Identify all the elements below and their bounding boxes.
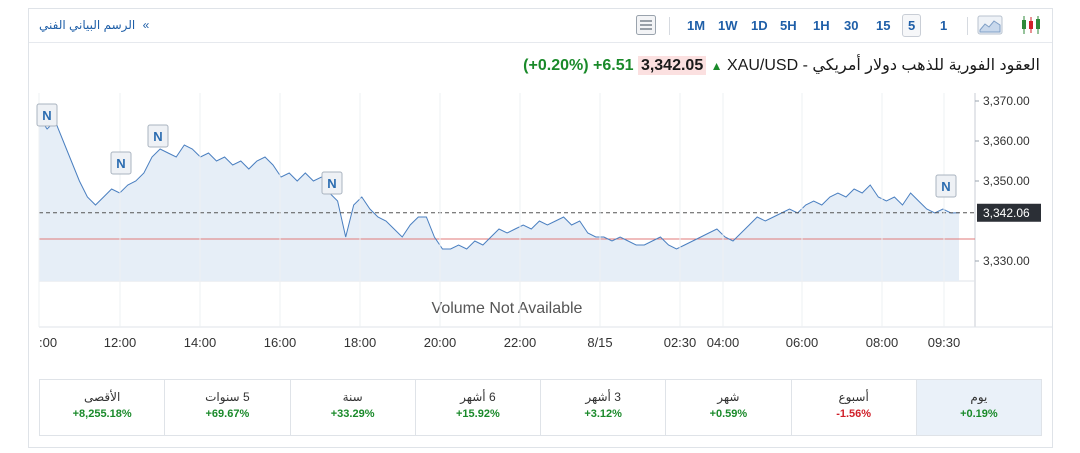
news-marker: [147, 124, 169, 148]
period-change: +0.19%: [960, 408, 998, 420]
chart-toolbar: » الرسم البياني الفني 1M 1W 1D 5H 1H 30 …: [29, 9, 1052, 43]
instrument-title: XAU/USD - العقود الفورية للذهب دولار أمر…: [727, 57, 1040, 74]
news-marker-label: N: [42, 108, 51, 123]
price-chart[interactable]: Investing.comVolume Not Available3,370.0…: [29, 91, 1052, 361]
period-change: +33.29%: [330, 408, 375, 420]
timeframe-30[interactable]: 30: [844, 18, 859, 33]
period-label: 6 أشهر: [460, 390, 496, 404]
timeframe-5[interactable]: 5: [902, 14, 922, 37]
period-change: -1.56%: [836, 408, 872, 420]
timeframe-1h[interactable]: 1H: [813, 18, 830, 33]
period-change: +8,255.18%: [72, 408, 132, 420]
x-tick-label: 22:00: [504, 335, 537, 350]
news-marker-label: N: [153, 129, 162, 144]
period-cell[interactable]: سنة +33.29%: [289, 380, 415, 435]
price-area: [39, 117, 959, 281]
period-cell[interactable]: 3 أشهر +3.12%: [540, 380, 665, 435]
period-change: +0.59%: [709, 408, 748, 420]
candlestick-icon[interactable]: [1019, 14, 1043, 41]
x-tick-label: 06:00: [786, 335, 819, 350]
y-tick-label: 3,330.00: [983, 254, 1030, 268]
period-label: يوم: [970, 390, 988, 404]
double-chevron-icon: »: [142, 18, 150, 32]
instrument-header: (+0.20%) +6.51 3,342.05 ▲ XAU/USD - العق…: [523, 55, 1040, 75]
period-label: 5 سنوات: [205, 390, 250, 404]
period-label: شهر: [717, 390, 740, 404]
table-icon[interactable]: [635, 14, 657, 41]
toolbar-divider: [669, 17, 670, 35]
last-price: 3,342.05: [637, 56, 707, 75]
news-marker-label: N: [116, 156, 125, 171]
x-tick-label: 12:00: [104, 335, 137, 350]
x-tick-label: 14:00: [184, 335, 217, 350]
timeframe-1w[interactable]: 1W: [718, 18, 738, 33]
period-label: أسبوع: [838, 390, 869, 404]
current-price-label: 3,342.06: [983, 206, 1030, 220]
period-cell[interactable]: 5 سنوات +69.67%: [164, 380, 289, 435]
period-change: +69.67%: [205, 408, 250, 420]
period-cell[interactable]: الأقصى +8,255.18%: [40, 380, 164, 435]
y-tick-label: 3,370.00: [983, 94, 1030, 108]
news-marker: [935, 174, 957, 198]
timeframe-1m[interactable]: 1M: [687, 18, 706, 33]
period-cell[interactable]: شهر +0.59%: [665, 380, 790, 435]
x-tick-label: 20:00: [424, 335, 457, 350]
period-change: +3.12%: [584, 408, 622, 420]
news-marker: [110, 151, 132, 175]
x-tick-label: 08:00: [866, 335, 899, 350]
x-tick-label: 09:30: [928, 335, 961, 350]
chart-widget: » الرسم البياني الفني 1M 1W 1D 5H 1H 30 …: [28, 8, 1053, 448]
price-line: [38, 116, 960, 250]
technical-chart-link[interactable]: » الرسم البياني الفني: [39, 18, 149, 32]
news-marker: [321, 171, 343, 195]
change-percent: (+0.20%): [523, 57, 589, 74]
y-tick-label: 3,360.00: [983, 134, 1030, 148]
timeframe-5h[interactable]: 5H: [780, 18, 797, 33]
x-tick-label: 18:00: [344, 335, 377, 350]
x-tick-label: 04:00: [707, 335, 740, 350]
timeframe-1[interactable]: 1: [940, 18, 948, 33]
x-tick-label: 16:00: [264, 335, 297, 350]
performance-periods: الأقصى +8,255.18% 5 سنوات +69.67% سنة +33.29%…: [39, 379, 1042, 436]
news-marker-label: N: [941, 179, 950, 194]
period-label: 3 أشهر: [585, 390, 621, 404]
volume-note: Volume Not Available: [432, 300, 583, 317]
x-tick-label: 02:30: [664, 335, 697, 350]
period-change: +15.92%: [456, 408, 500, 420]
period-label: سنة: [342, 390, 363, 404]
news-marker-label: N: [327, 176, 336, 191]
toolbar-divider: [967, 17, 968, 35]
technical-chart-label: الرسم البياني الفني: [39, 18, 136, 32]
change-value: +6.51: [593, 57, 634, 74]
period-cell[interactable]: أسبوع -1.56%: [790, 380, 916, 435]
area-chart-icon[interactable]: [977, 14, 1003, 41]
timeframe-1d[interactable]: 1D: [751, 18, 768, 33]
current-price-box: [977, 203, 1041, 222]
period-cell[interactable]: يوم +0.19%: [915, 380, 1041, 435]
period-cell[interactable]: 6 أشهر +15.92%: [414, 380, 540, 435]
news-marker: [36, 103, 58, 127]
x-tick-label: :00: [39, 335, 57, 350]
period-label: الأقصى: [83, 390, 121, 404]
timeframe-15[interactable]: 15: [876, 18, 891, 33]
up-arrow-icon: ▲: [710, 59, 723, 73]
y-tick-label: 3,350.00: [983, 174, 1030, 188]
x-tick-label: 8/15: [587, 335, 612, 350]
